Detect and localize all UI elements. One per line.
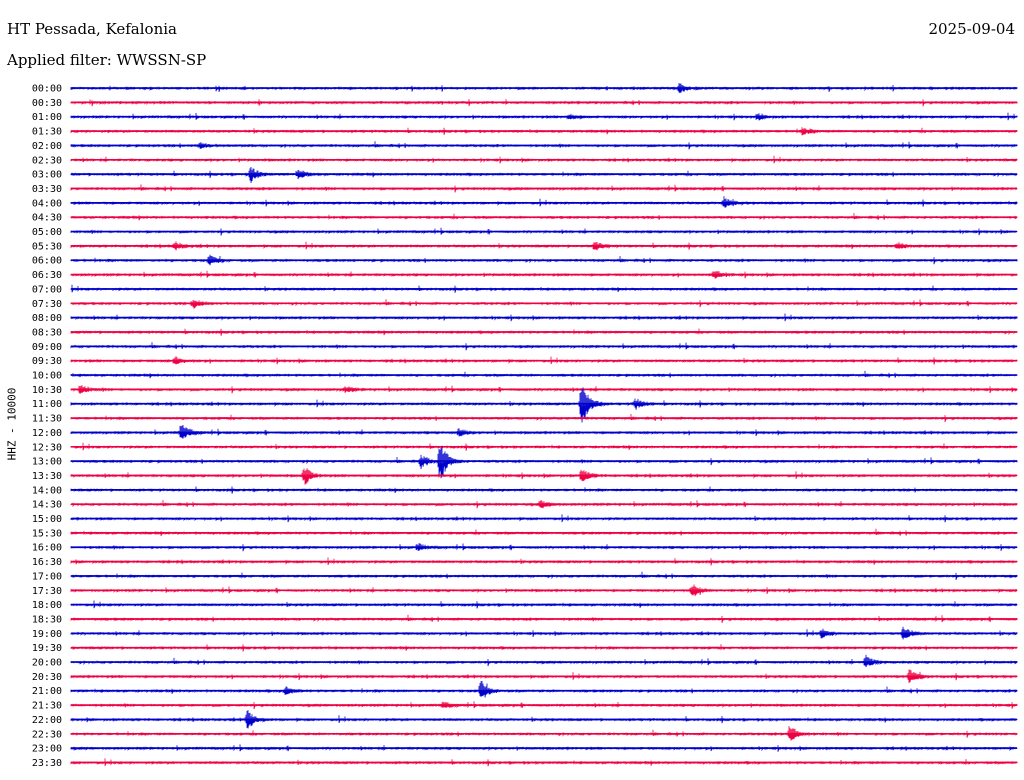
time-tick-label: 15:30 [32, 528, 62, 539]
time-tick-label: 13:00 [32, 457, 62, 468]
time-tick-label: 21:30 [32, 701, 62, 712]
time-tick-label: 23:30 [32, 758, 62, 769]
time-tick-label: 03:30 [32, 184, 62, 195]
time-tick-label: 20:00 [32, 658, 62, 669]
time-tick-label: 07:30 [32, 299, 62, 310]
time-tick-label: 09:00 [32, 342, 62, 353]
time-tick-label: 08:30 [32, 327, 62, 338]
filter-label: Applied filter: WWSSN-SP [7, 51, 207, 69]
time-tick-label: 17:00 [32, 571, 62, 582]
trace-line [70, 387, 1018, 423]
time-tick-label: 13:30 [32, 471, 62, 482]
trace-line [70, 654, 1018, 668]
trace-line [70, 196, 1018, 208]
time-tick-label: 02:00 [32, 141, 62, 152]
time-tick-label: 21:00 [32, 686, 62, 697]
time-tick-label: 05:00 [32, 227, 62, 238]
trace-line [70, 681, 1018, 698]
time-tick-label: 11:30 [32, 414, 62, 425]
time-tick-label: 19:00 [32, 629, 62, 640]
time-tick-label: 22:30 [32, 729, 62, 740]
time-tick-label: 22:00 [32, 715, 62, 726]
time-tick-label: 14:00 [32, 485, 62, 496]
time-tick-label: 00:00 [32, 84, 62, 95]
time-tick-label: 16:00 [32, 543, 62, 554]
time-tick-label: 02:30 [32, 155, 62, 166]
time-tick-label: 12:00 [32, 428, 62, 439]
time-tick-label: 11:00 [32, 399, 62, 410]
time-tick-label: 17:30 [32, 586, 62, 597]
record-date: 2025-09-04 [928, 20, 1015, 38]
time-tick-label: 15:00 [32, 514, 62, 525]
time-tick-label: 01:30 [32, 127, 62, 138]
time-tick-label: 03:00 [32, 170, 62, 181]
time-tick-label: 07:00 [32, 284, 62, 295]
station-title: HT Pessada, Kefalonia [7, 20, 177, 38]
trace-line [70, 468, 1018, 485]
time-tick-label: 12:30 [32, 442, 62, 453]
time-tick-label: 09:30 [32, 356, 62, 367]
trace-line [70, 167, 1018, 183]
time-tick-label: 19:30 [32, 643, 62, 654]
time-tick-label: 05:30 [32, 241, 62, 252]
time-tick-label: 01:00 [32, 112, 62, 123]
time-tick-label: 00:30 [32, 98, 62, 109]
time-tick-label: 23:00 [32, 744, 62, 755]
time-tick-label: 18:30 [32, 614, 62, 625]
time-tick-label: 04:00 [32, 198, 62, 209]
time-tick-label: 10:30 [32, 385, 62, 396]
time-tick-label: 06:00 [32, 256, 62, 267]
time-tick-label: 06:30 [32, 270, 62, 281]
time-tick-label: 18:00 [32, 600, 62, 611]
time-tick-label: 10:00 [32, 371, 62, 382]
time-tick-label: 08:00 [32, 313, 62, 324]
time-tick-label: 14:30 [32, 500, 62, 511]
time-tick-label: 16:30 [32, 557, 62, 568]
time-tick-label: 04:30 [32, 213, 62, 224]
time-tick-label: 20:30 [32, 672, 62, 683]
